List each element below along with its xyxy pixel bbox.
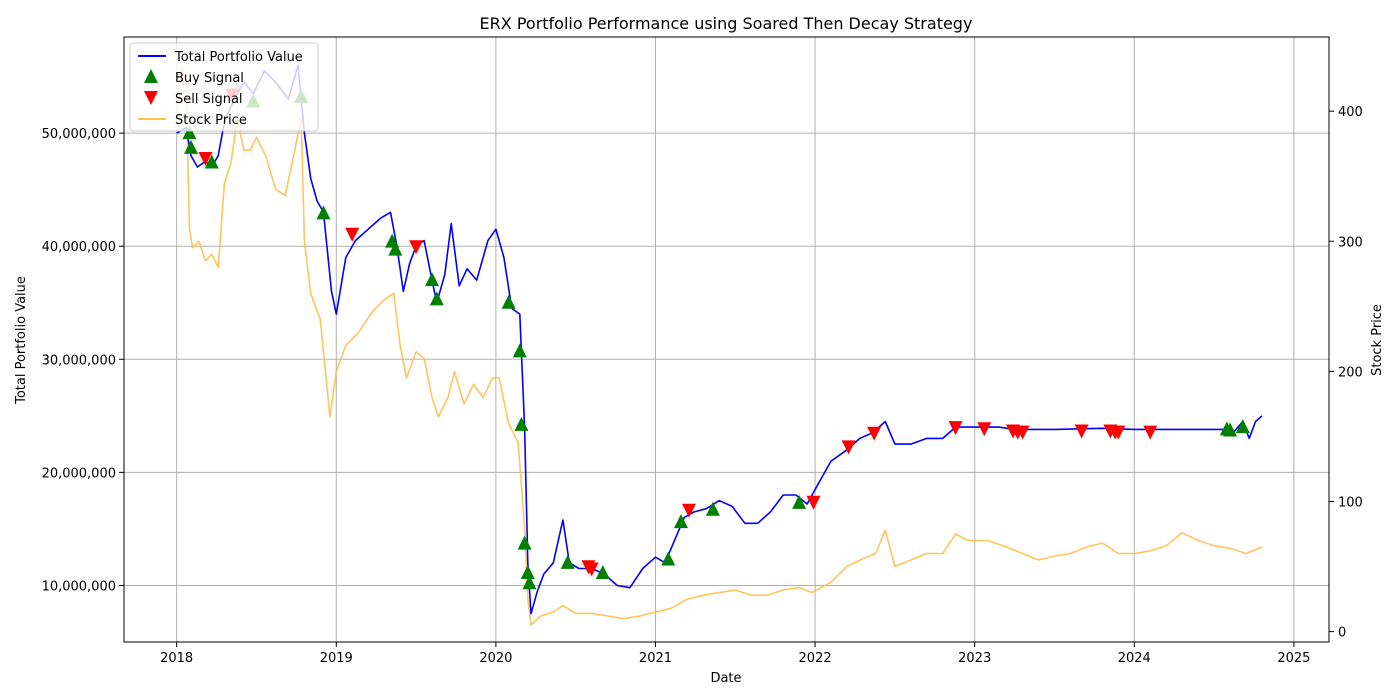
y2-tick-label: 0 (1338, 626, 1346, 641)
legend-label-price: Stock Price (175, 113, 247, 128)
sell-signal-marker (1015, 425, 1030, 440)
sell-signal-marker (841, 440, 856, 455)
plot-frame (123, 36, 1330, 643)
sell-signal-marker (948, 421, 963, 436)
buy-signal-marker (182, 125, 197, 140)
x-tick-label: 2024 (1118, 651, 1151, 666)
sell-signal-marker (1111, 425, 1126, 440)
sell-signal-marker (977, 422, 992, 437)
buy-signal-marker (522, 575, 537, 590)
x-tick-label: 2019 (320, 651, 353, 666)
buy-signal-marker (501, 294, 516, 309)
legend: Total Portfolio Value Buy Signal Sell Si… (129, 42, 319, 132)
legend-label-buy: Buy Signal (175, 71, 244, 86)
buy-signal-marker (661, 551, 676, 566)
x-tick-label: 2021 (639, 651, 672, 666)
portfolio-value-line (176, 64, 1263, 615)
buy-signal-marker (204, 154, 219, 169)
buy-signal-marker (674, 514, 689, 529)
chart-title: ERX Portfolio Performance using Soared T… (480, 14, 973, 33)
sell-signal-marker (867, 426, 882, 441)
y2-tick-label: 300 (1338, 235, 1363, 250)
y-tick-label: 30,000,000 (42, 353, 116, 368)
legend-label-portfolio: Total Portfolio Value (174, 50, 303, 65)
y2-tick-label: 400 (1338, 105, 1363, 120)
buy-signal-marker (512, 343, 527, 358)
y2-tick-label: 200 (1338, 365, 1363, 380)
x-axis-ticks: 2018 2019 2020 2021 2022 2023 2024 2025 (160, 642, 1310, 666)
buy-signal-marker (1223, 422, 1238, 437)
y2-axis-ticks: 0 100 200 300 400 (1329, 105, 1363, 641)
y-axis-label: Total Portfolio Value (14, 276, 29, 405)
y-tick-label: 10,000,000 (42, 579, 116, 594)
buy-signal-marker (184, 139, 199, 154)
buy-signal-marker (560, 554, 575, 569)
sell-signal-marker (345, 227, 360, 242)
buy-signal-marker (520, 565, 535, 580)
legend-sell-triangle-icon (144, 91, 158, 105)
sell-signal-marker (1143, 425, 1158, 440)
y2-tick-label: 100 (1338, 495, 1363, 510)
legend-box (129, 42, 319, 132)
stock-price-line (175, 64, 1263, 626)
sell-signal-marker (198, 152, 213, 166)
sell-signal-marker (584, 562, 599, 577)
legend-label-sell: Sell Signal (175, 92, 243, 107)
x-tick-label: 2025 (1277, 651, 1310, 666)
x-axis-label: Date (710, 671, 741, 686)
buy-signal-marker (429, 291, 444, 306)
stock-price-series (175, 64, 1263, 626)
y-tick-label: 20,000,000 (42, 466, 116, 481)
buy-signal-marker (792, 494, 807, 509)
buy-signal-marker (425, 272, 440, 287)
y-tick-label: 50,000,000 (42, 127, 116, 142)
portfolio-value-series (176, 64, 1263, 615)
sell-signal-marker (1074, 424, 1089, 439)
buy-signal-marker (1235, 419, 1250, 434)
legend-buy-triangle-icon (144, 69, 158, 83)
buy-signal-marker (595, 565, 610, 580)
x-tick-label: 2020 (479, 651, 512, 666)
x-tick-label: 2022 (799, 651, 832, 666)
x-tick-label: 2018 (160, 651, 193, 666)
sell-signal-marker (409, 240, 424, 255)
buy-signal-marker (316, 205, 331, 220)
sell-signal-marker (806, 495, 821, 510)
y2-axis-label: Stock Price (1370, 304, 1385, 376)
x-tick-label: 2023 (958, 651, 991, 666)
buy-signal-marker (517, 535, 532, 550)
buy-signal-marker (388, 241, 403, 256)
y-axis-ticks: 10,000,000 20,000,000 30,000,000 40,000,000… (42, 127, 124, 594)
y-tick-label: 40,000,000 (42, 240, 116, 255)
buy-signal-marker (705, 501, 720, 516)
sell-signal-marker (681, 503, 696, 518)
buy-signal-marker (514, 416, 529, 431)
